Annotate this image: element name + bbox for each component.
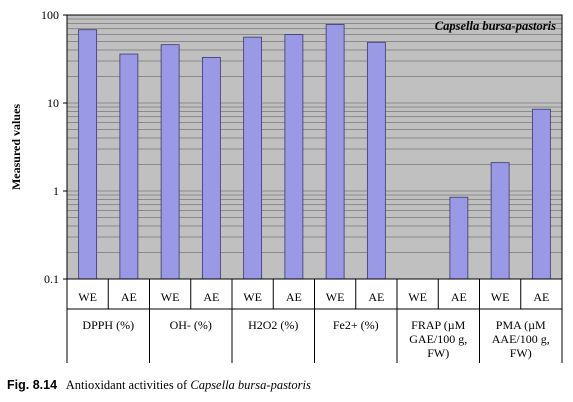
- antioxidant-bar-chart: 0.1 1 10 100 WE AE WE AE WE AE WE AE WE AE WE AE DPPH (%…: [9, 8, 563, 363]
- category-label: AE: [286, 290, 302, 304]
- bar: [284, 34, 304, 280]
- bar: [119, 53, 139, 280]
- group-label: Fe2+ (%): [333, 318, 379, 332]
- y-tick-label: 0.1: [44, 272, 59, 286]
- bar: [243, 36, 263, 280]
- y-tick-label: 100: [41, 8, 59, 22]
- bar: [325, 24, 345, 280]
- caption-text: Antioxidant activities of: [65, 378, 188, 392]
- y-tick-label: 10: [47, 96, 59, 110]
- figure-caption: Fig. 8.14 Antioxidant activities of Caps…: [7, 378, 311, 393]
- bar: [531, 108, 551, 280]
- bar: [160, 44, 180, 280]
- category-label: WE: [78, 290, 97, 304]
- bar: [449, 196, 469, 280]
- group-label: FRAP (µM GAE/100 g, FW): [409, 318, 467, 360]
- y-tick-label: 1: [53, 184, 59, 198]
- category-label: AE: [451, 290, 467, 304]
- category-label: WE: [243, 290, 262, 304]
- chart-title: Capsella bursa-pastoris: [435, 19, 556, 33]
- category-label: WE: [326, 290, 345, 304]
- category-label: AE: [368, 290, 384, 304]
- group-label: H2O2 (%): [248, 318, 298, 332]
- figure-number: Fig. 8.14: [7, 378, 58, 392]
- caption-species: Capsella bursa-pastoris: [190, 378, 311, 392]
- category-label: AE: [203, 290, 219, 304]
- category-label: AE: [533, 290, 549, 304]
- y-axis-label: Measured values: [9, 104, 23, 190]
- category-label: WE: [408, 290, 427, 304]
- group-label: PMA (µM AAE/100 g, FW): [492, 318, 550, 360]
- category-label: WE: [161, 290, 180, 304]
- category-label: WE: [491, 290, 510, 304]
- bar: [201, 56, 221, 280]
- category-label: AE: [121, 290, 137, 304]
- plot-area: [67, 15, 562, 279]
- bar: [490, 162, 510, 280]
- bar: [366, 41, 386, 280]
- group-label: DPPH (%): [82, 318, 134, 332]
- group-label: OH- (%): [170, 318, 212, 332]
- bar: [78, 29, 98, 280]
